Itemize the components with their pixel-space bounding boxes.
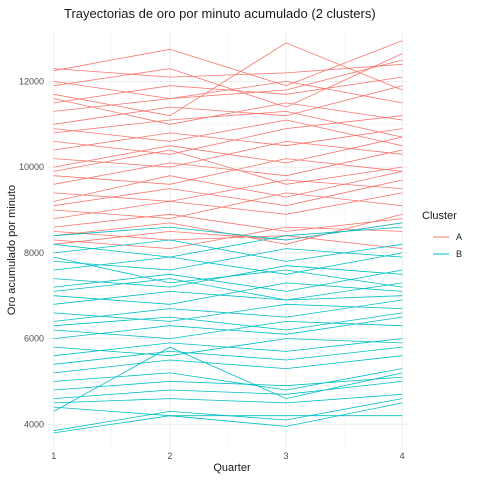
series-line [53, 402, 403, 434]
y-tick-label: 12000 [19, 76, 44, 86]
series-line [53, 226, 403, 258]
series-line [53, 119, 403, 147]
series-lines [53, 40, 403, 434]
series-line [53, 312, 403, 331]
series-line [53, 282, 403, 305]
series-line [53, 338, 403, 357]
series-line [53, 192, 403, 219]
series-line [53, 346, 403, 412]
series-line [53, 98, 403, 125]
series-line [53, 355, 403, 374]
series-line [53, 316, 403, 339]
series-line [53, 368, 403, 391]
legend: Cluster AB [422, 210, 462, 259]
x-axis-label: Quarter [213, 462, 251, 474]
x-axis-ticks: 1 2 3 4 [51, 451, 404, 461]
series-line [53, 381, 403, 399]
series-line [53, 256, 403, 288]
series-line [53, 282, 403, 305]
series-line [53, 128, 403, 151]
y-axis-ticks: 4000 6000 8000 10000 12000 [19, 76, 44, 429]
series-line [53, 149, 403, 185]
series-line [53, 63, 403, 78]
series-line [53, 171, 403, 202]
series-line [53, 278, 403, 301]
series-line [53, 136, 403, 168]
x-tick-label: 4 [400, 451, 405, 461]
series-line [53, 115, 403, 155]
legend-label-a: A [456, 232, 462, 242]
y-axis-label: Oro acumulado por minuto [6, 185, 18, 315]
x-tick-label: 2 [167, 451, 172, 461]
series-line [53, 376, 403, 391]
x-tick-label: 1 [51, 451, 56, 461]
series-line [53, 85, 403, 125]
y-tick-label: 6000 [24, 334, 44, 344]
y-tick-label: 4000 [24, 419, 44, 429]
series-line [53, 346, 403, 365]
series-line [53, 192, 403, 220]
series-line [53, 231, 403, 249]
series-line [53, 393, 403, 404]
series-line [53, 53, 403, 108]
series-line [53, 213, 403, 232]
series-line [53, 80, 403, 112]
series-line [53, 158, 403, 185]
x-tick-label: 3 [284, 451, 289, 461]
series-line [53, 40, 403, 87]
series-line [53, 398, 403, 432]
chart-title: Trayectorias de oro por minuto acumulado… [64, 6, 376, 21]
series-line [53, 252, 403, 275]
legend-title: Cluster [422, 210, 457, 222]
series-line [53, 59, 403, 100]
series-line [53, 149, 403, 185]
y-tick-label: 10000 [19, 162, 44, 172]
legend-label-b: B [456, 249, 462, 259]
series-line [53, 179, 403, 207]
y-tick-label: 8000 [24, 248, 44, 258]
series-line [53, 110, 403, 138]
series-line [53, 269, 403, 292]
series-line [53, 299, 403, 322]
series-line [53, 248, 403, 271]
series-b [53, 222, 403, 434]
